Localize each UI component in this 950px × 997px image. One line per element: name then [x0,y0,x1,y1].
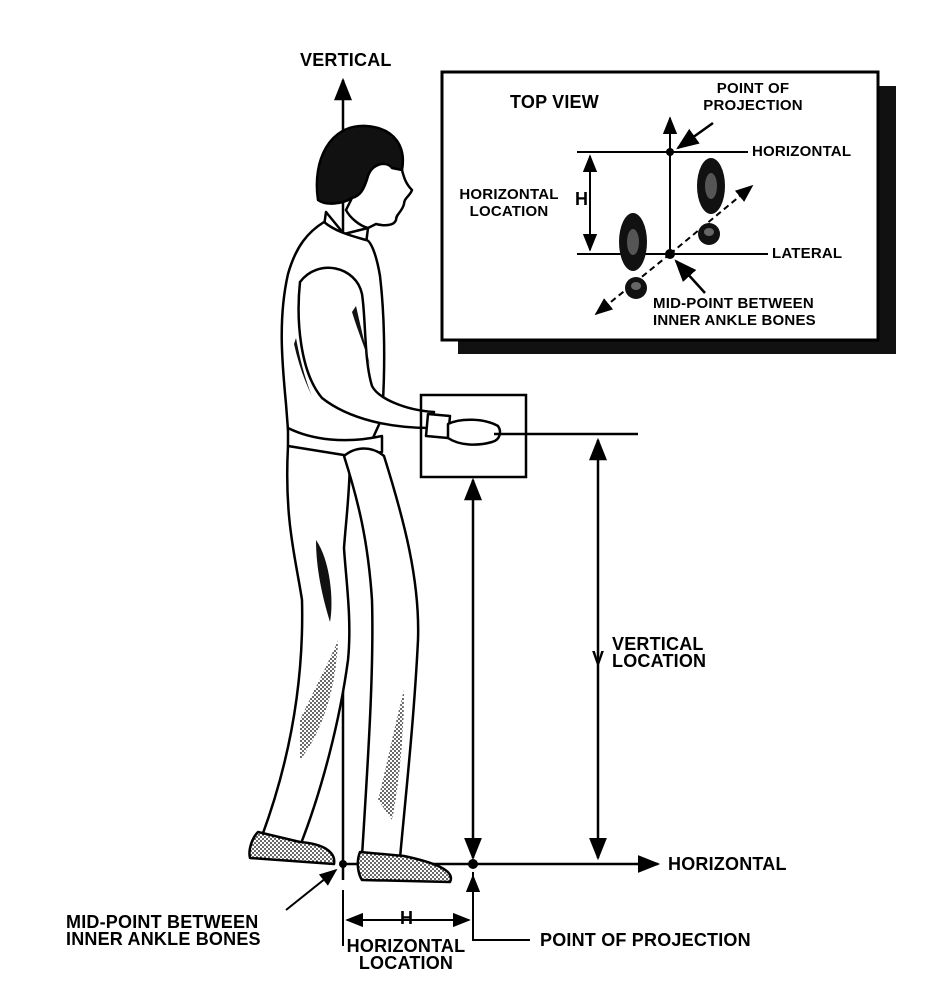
person-shirt-shading-2 [294,338,312,396]
point-of-projection-label: POINT OF PROJECTION [540,930,751,950]
inset-horizontal-label: HORIZONTAL [752,143,852,160]
horizontal-axis-label: HORIZONTAL [668,854,787,874]
vertical-axis-label: VERTICAL [300,50,392,70]
vertical-location-line-2: LOCATION [612,651,707,671]
inset-h-symbol: H [575,189,589,209]
top-view-inset [440,70,896,354]
inset-pop-line-2: PROJECTION [703,97,803,114]
inset-horizontal-location-label: HORIZONTAL LOCATION [450,186,568,220]
inset-point-of-projection-label: POINT OF PROJECTION [688,80,818,114]
person-face [344,162,414,230]
h-symbol: H [400,908,414,928]
inset-pop-pointer [676,121,714,150]
inset-foot-direction-left [594,253,671,316]
inset-right-footprint [697,158,725,245]
horizontal-location-label: HORIZONTAL LOCATION [342,936,470,973]
inset-midpoint-line-2: INNER ANKLE BONES [653,312,816,329]
person-trouser-shading-3 [316,540,332,622]
inset-left-footprint [619,213,647,299]
person-trouser-shading-2 [378,690,404,820]
person-front-shoe [356,850,453,884]
inset-foot-direction-right [669,184,754,255]
inset-pop-line-1: POINT OF [716,80,790,97]
v-symbol: V [592,648,605,668]
projection-pointer [472,872,530,941]
inset-hloc-line-1: HORIZONTAL [459,186,559,203]
main-midpoint-dot [339,860,347,868]
midpoint-label: MID-POINT BETWEEN INNER ANKLE BONES [66,912,261,949]
top-view-title: TOP VIEW [510,92,599,112]
inset-hloc-line-2: LOCATION [469,203,549,220]
person-back-shoe [248,830,336,866]
person-shirt-shading [352,306,372,372]
person-back-leg [260,444,352,848]
midpoint-line-1: MID-POINT BETWEEN [66,912,259,932]
inset-midpoint-pointer [674,259,706,294]
vertical-location-label: VERTICAL LOCATION [612,634,707,671]
main-point-of-projection-dot [468,859,478,869]
midpoint-pointer [285,868,338,911]
inset-midpoint-label: MID-POINT BETWEEN INNER ANKLE BONES [653,295,816,329]
inset-frame [440,70,880,342]
person-arm [297,266,436,430]
inset-midpoint-line-1: MID-POINT BETWEEN [653,295,814,312]
person-figure [248,124,502,884]
person-trouser-shading [300,640,338,760]
vertical-location-line-1: VERTICAL [612,634,704,654]
horizontal-location-line-2: LOCATION [358,953,454,973]
load-box [419,393,528,479]
inset-lateral-label: LATERAL [772,245,843,262]
horizontal-location-line-1: HORIZONTAL [346,936,466,956]
person-hand [446,418,502,446]
midpoint-line-2: INNER ANKLE BONES [66,929,261,949]
inset-point-of-projection [666,148,674,156]
person-cuff [424,412,452,440]
